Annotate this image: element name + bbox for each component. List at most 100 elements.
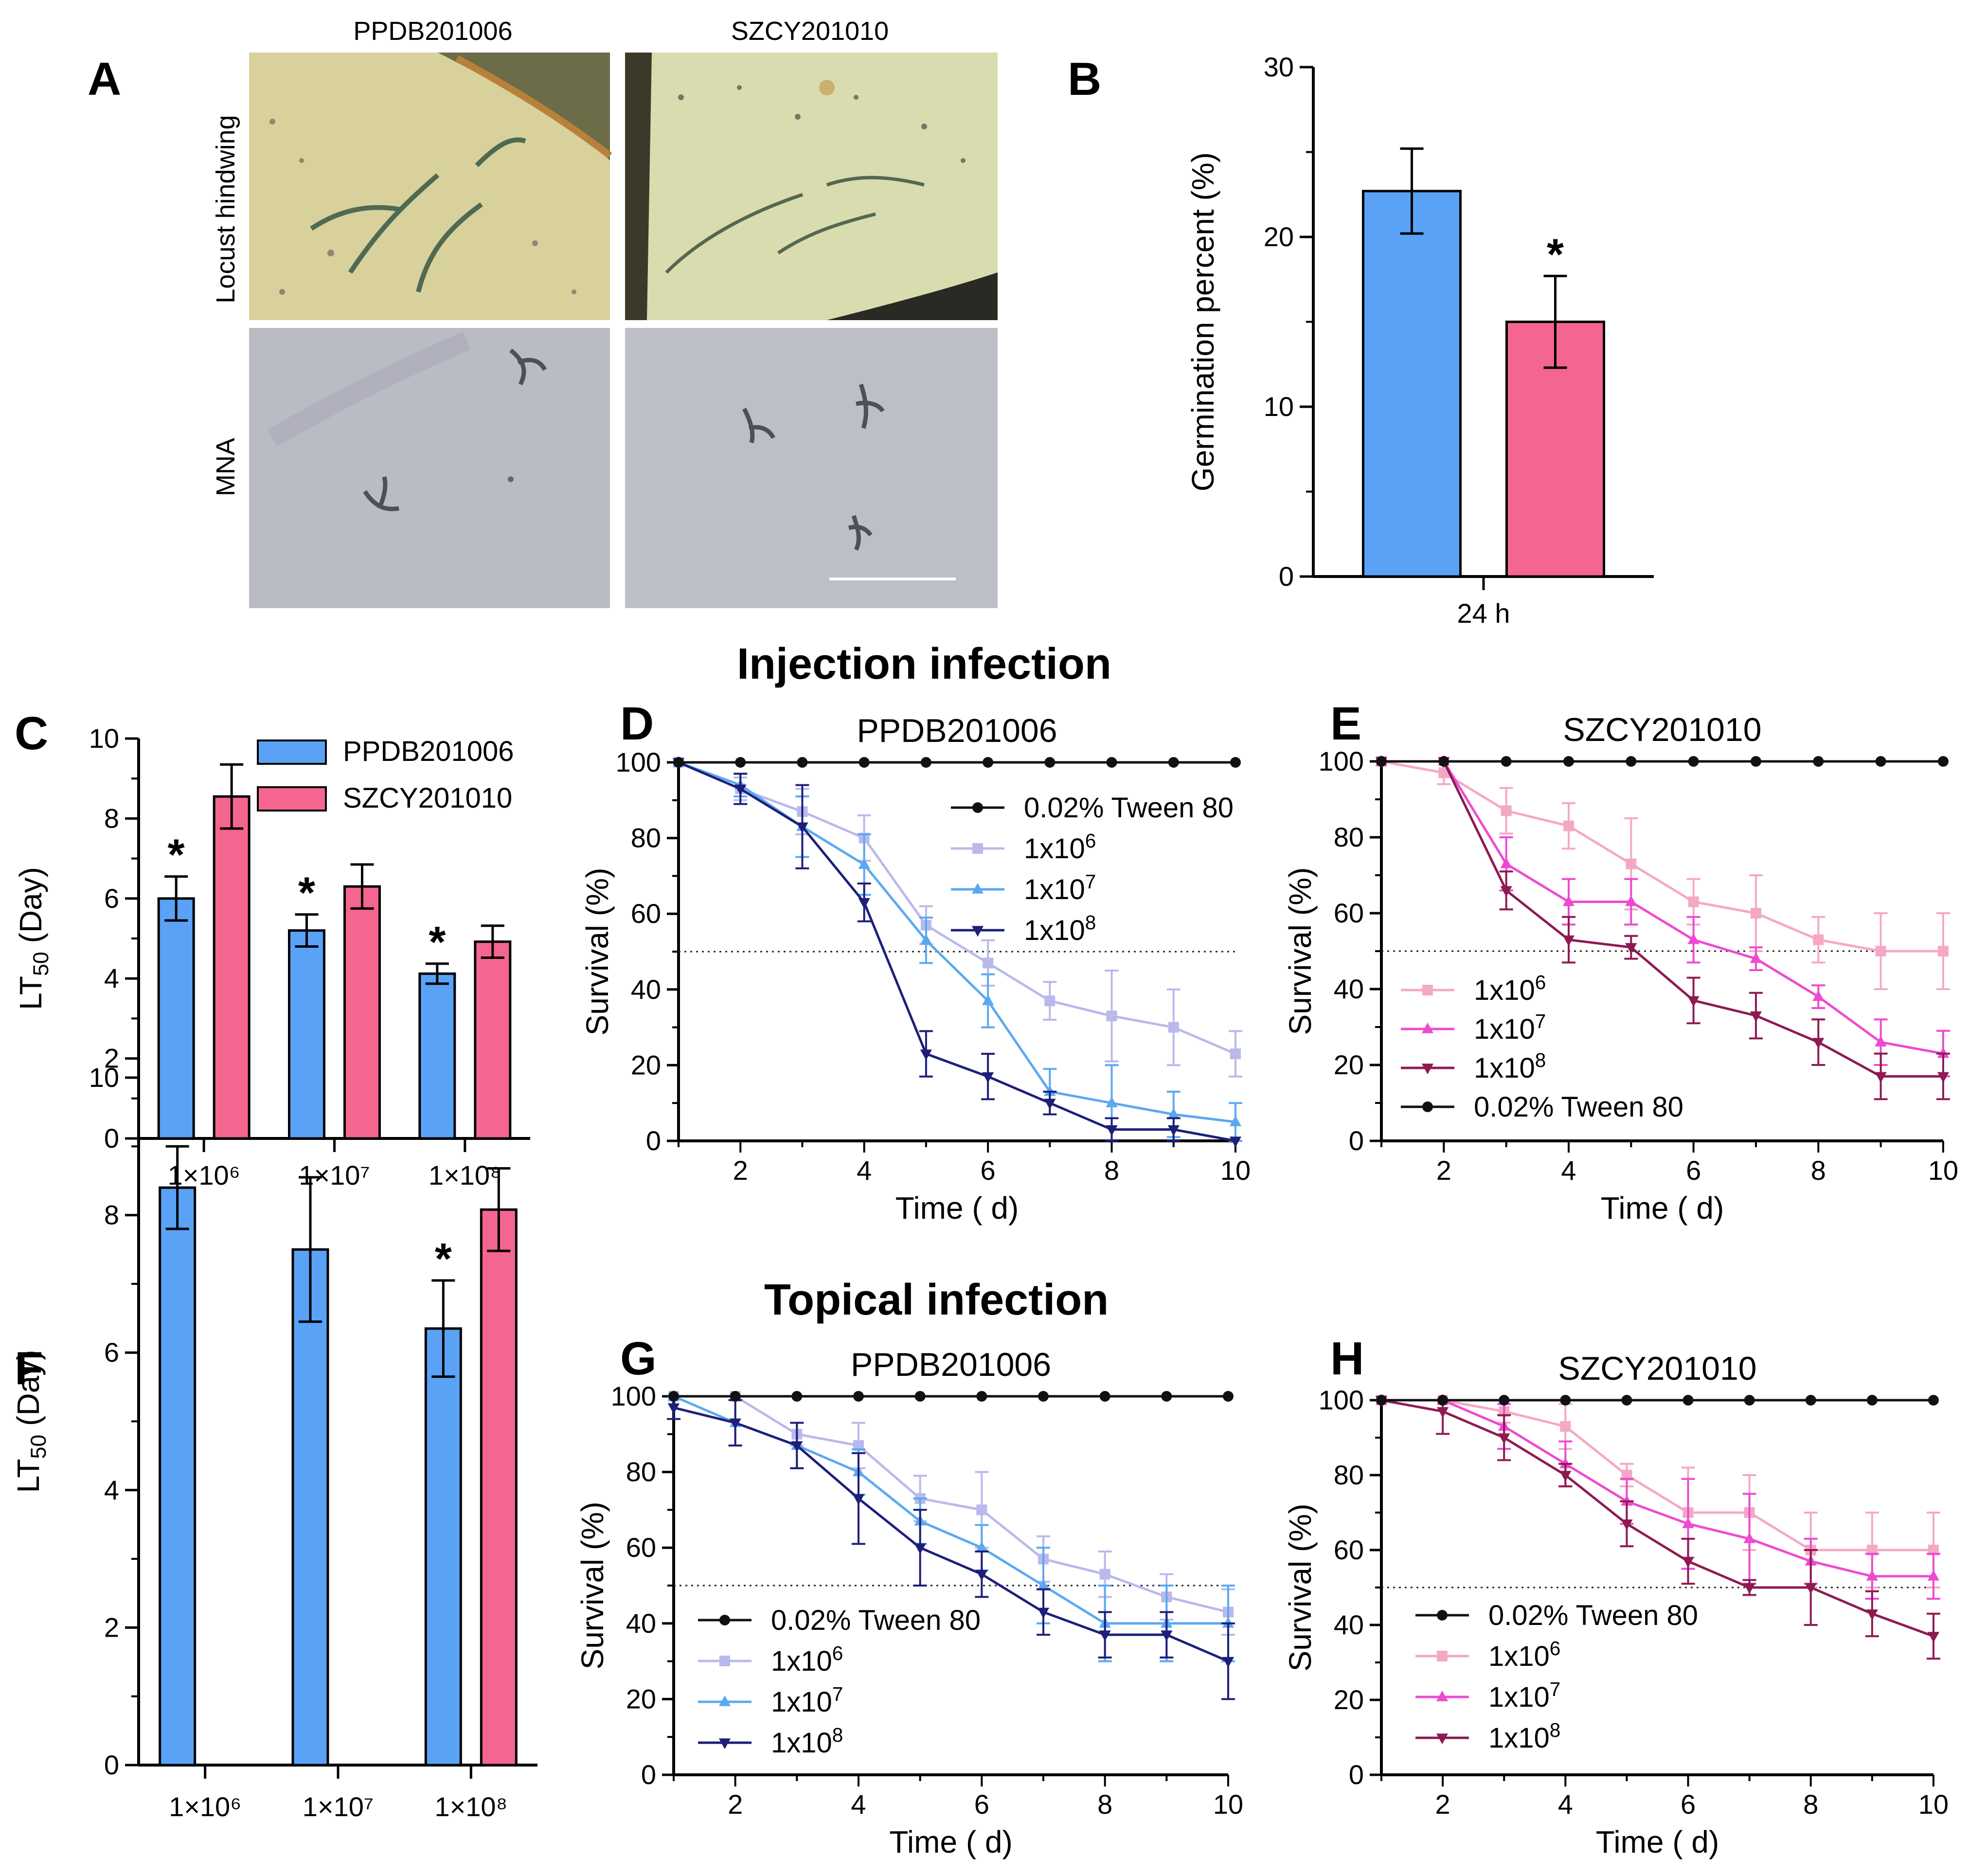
data-point: [982, 1072, 994, 1083]
chart-e: 0 20 40 60 80 100 2 4 6 8 10 SZCY201010 Time ( d) Sur…: [1283, 711, 1958, 1226]
series-line: [1381, 760, 1944, 1055]
data-point: [1875, 1036, 1887, 1046]
data-point: [1743, 1532, 1755, 1543]
micrograph-mna-szcy: [625, 328, 998, 608]
legend-label: 1x106: [1024, 830, 1096, 865]
data-point: [853, 1391, 864, 1402]
y-tick-label: 10: [1264, 391, 1294, 422]
data-point: [1229, 1136, 1242, 1148]
data-point: [920, 934, 932, 945]
data-point: [791, 1441, 803, 1452]
chart-h: 0 20 40 60 80 100 2 4 6 8 10 SZCY201010 Time ( d) Sur…: [1283, 1350, 1949, 1859]
data-point: [920, 757, 931, 768]
series-line: [673, 1406, 1229, 1662]
data-point: [1106, 1097, 1118, 1107]
chart-title: PPDB201006: [857, 712, 1057, 749]
data-point: [1927, 1569, 1940, 1581]
data-point: [852, 1494, 865, 1505]
data-point: [1044, 1085, 1056, 1096]
data-point: [1436, 1733, 1449, 1745]
col-label-szcy: SZCY201010: [731, 17, 889, 46]
section-title-topical: Topical infection: [764, 1276, 1109, 1324]
data-point: [1230, 1048, 1241, 1060]
data-point: [797, 757, 808, 768]
data-point: [1682, 1517, 1694, 1528]
y-tick-label: 60: [1334, 898, 1364, 928]
data-point: [1099, 1569, 1110, 1580]
y-tick-label: 0: [1349, 1759, 1364, 1790]
y-tick-label: 30: [1264, 52, 1294, 82]
panel-letter-a: A: [88, 53, 121, 105]
data-point: [1560, 1395, 1571, 1406]
x-tick-label: 2: [728, 1789, 743, 1820]
data-point: [1621, 1519, 1633, 1531]
legend-swatch: [257, 740, 327, 765]
x-tick-label: 4: [1561, 1155, 1576, 1186]
data-point: [1498, 1433, 1510, 1444]
bar: [157, 897, 195, 1140]
series-line: [678, 761, 1236, 1123]
x-axis-label: Time ( d): [895, 1191, 1019, 1226]
data-point: [1866, 1395, 1878, 1406]
x-tick-label: 10: [1213, 1789, 1243, 1820]
bar: [474, 940, 512, 1140]
x-tick-label: 1×10⁶: [169, 1791, 241, 1822]
y-tick-label: 100: [611, 1381, 656, 1411]
data-point: [1927, 1632, 1940, 1643]
data-point: [1750, 952, 1762, 963]
data-point: [1222, 1617, 1234, 1628]
bar: [424, 1327, 462, 1767]
data-point: [1559, 1457, 1572, 1468]
data-point: [1038, 1391, 1049, 1402]
data-point: [719, 1656, 730, 1666]
data-point: [982, 994, 994, 1005]
panel-letter-h: H: [1330, 1333, 1364, 1385]
y-tick-label: 8: [104, 803, 119, 833]
bar: [1362, 190, 1462, 578]
data-point: [1688, 896, 1699, 907]
bar: [159, 1186, 197, 1767]
y-axis-label: LT50 (Day): [13, 867, 53, 1010]
y-tick-label: 0: [104, 1750, 119, 1780]
data-point: [735, 757, 746, 768]
x-tick-label: 6: [1681, 1789, 1696, 1820]
x-tick-label: 6: [1686, 1155, 1701, 1186]
data-point: [1621, 1470, 1632, 1480]
data-point: [1223, 1391, 1234, 1402]
data-point: [730, 1391, 741, 1402]
y-axis-label: Survival (%): [1283, 1504, 1318, 1672]
data-point: [1106, 1010, 1117, 1022]
data-point: [1222, 1657, 1234, 1668]
data-point: [1037, 1579, 1050, 1590]
data-point: [1437, 1407, 1449, 1418]
data-point: [1037, 1607, 1050, 1619]
legend-label: 1x107: [1024, 870, 1096, 905]
data-point: [1501, 805, 1512, 816]
bar: [288, 929, 325, 1140]
y-axis-label: LT50 (Day): [11, 1350, 51, 1493]
bar: [291, 1248, 329, 1767]
data-point: [1866, 1609, 1878, 1621]
chart-b: 0 10 20 30 24 h * Germination percent (%): [1185, 52, 1654, 629]
series-line: [1381, 760, 1943, 1078]
legend-label: PPDB201006: [343, 736, 514, 767]
data-point: [1044, 995, 1056, 1007]
data-point: [1625, 943, 1637, 954]
data-point: [1875, 946, 1886, 956]
data-point: [1813, 756, 1824, 767]
y-tick-label: 4: [104, 1475, 119, 1505]
data-point: [1866, 1545, 1878, 1555]
legend-label: 1x106: [1474, 971, 1546, 1006]
data-point: [719, 1615, 730, 1625]
significance-mark: *: [168, 831, 185, 880]
x-tick-label: 24 h: [1457, 598, 1510, 629]
y-tick-label: 20: [1334, 1049, 1364, 1080]
data-point: [1559, 1471, 1572, 1482]
y-axis-label: Survival (%): [575, 1502, 610, 1670]
legend-label: 1x108: [771, 1724, 843, 1759]
data-point: [914, 1391, 926, 1402]
data-point: [729, 1418, 741, 1429]
data-point: [1682, 1395, 1694, 1406]
data-point: [1805, 1583, 1817, 1594]
